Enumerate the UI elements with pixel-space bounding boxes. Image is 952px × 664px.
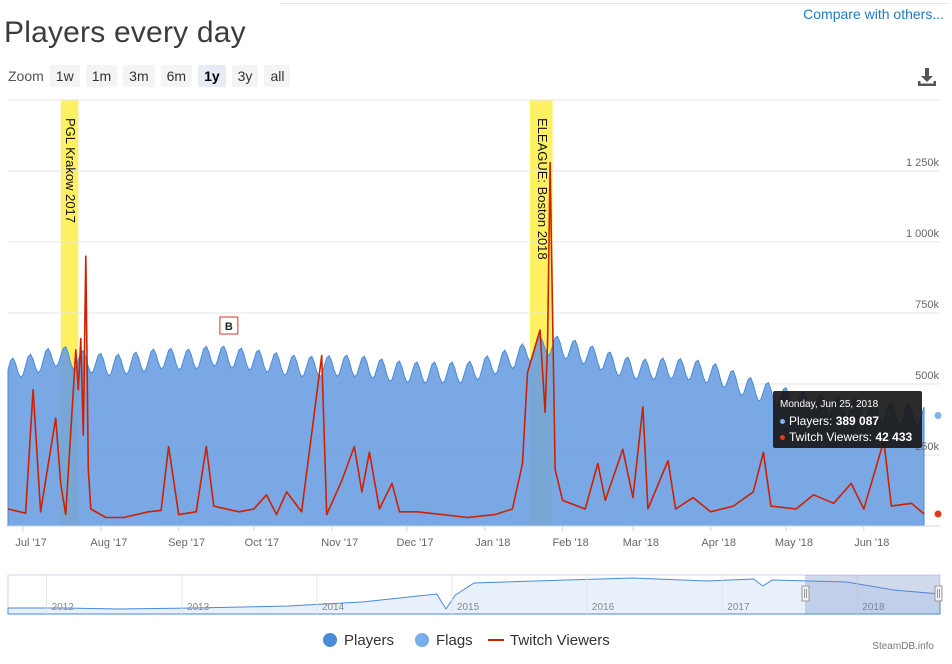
compare-with-others-link[interactable]: Compare with others...: [803, 6, 944, 22]
x-tick-label: Aug '17: [90, 537, 127, 549]
legend-marker-1: [415, 633, 429, 647]
event-band-labels: PGL Krakow 2017 ELEAGUE: Boston 2018: [63, 118, 550, 260]
tooltip-twitch-row: Twitch Viewers: 42 433: [780, 429, 922, 445]
navigator: 2012 2013 2014 2015 2016 2017 2018: [7, 574, 943, 615]
x-tick-label: Jan '18: [475, 537, 510, 549]
navigator-frame: [7, 574, 941, 615]
flag-label: B: [225, 321, 233, 333]
x-tick-label: Sep '17: [168, 537, 205, 549]
download-icon[interactable]: [916, 66, 938, 88]
navigator-selection: [805, 575, 940, 614]
legend-marker-0: [323, 633, 337, 647]
y-tick-label: 1 250k: [906, 157, 940, 169]
navigator-series: [7, 577, 941, 615]
x-tick-label: May '18: [775, 537, 813, 549]
chart-legend: Players Flags Twitch Viewers: [323, 632, 610, 649]
players-marker: [933, 410, 943, 420]
navigator-year-label: 2018: [862, 602, 885, 613]
twitch-marker: [933, 509, 943, 519]
navigator-year-label: 2014: [322, 602, 345, 613]
legend-label: Players: [344, 632, 394, 649]
legend-label: Twitch Viewers: [510, 632, 610, 649]
tooltip-players-value: 389 087: [835, 414, 880, 428]
twitch-series: [7, 161, 943, 519]
zoom-6m-button[interactable]: 6m: [160, 65, 193, 87]
x-tick-label: Mar '18: [623, 537, 659, 549]
x-tick-label: Jun '18: [854, 537, 889, 549]
steamdb-credit: SteamDB.info: [872, 641, 934, 652]
event-band-0: [60, 100, 79, 526]
tooltip-twitch-label: Twitch Viewers:: [789, 430, 873, 444]
event-band-1: [529, 100, 553, 526]
zoom-3y-button[interactable]: 3y: [231, 65, 259, 87]
zoom-1y-button[interactable]: 1y: [198, 65, 226, 87]
navigator-handle-1: [934, 585, 943, 602]
twitch-dot-icon: [780, 435, 785, 441]
zoom-1w-button[interactable]: 1w: [49, 65, 80, 87]
players-dot-icon: [780, 419, 785, 425]
y-tick-label: 500k: [915, 370, 939, 382]
y-tick-label: 1 000k: [906, 228, 940, 240]
event-bands: [60, 100, 553, 526]
x-tick-label: Nov '17: [321, 537, 358, 549]
navigator-year-label: 2017: [727, 602, 750, 613]
event-band-label: PGL Krakow 2017: [63, 118, 78, 223]
navigator-year-label: 2016: [592, 602, 615, 613]
x-tick-label: Jul '17: [15, 537, 46, 549]
flag-box: [219, 316, 239, 335]
navigator-year-label: 2013: [187, 602, 210, 613]
x-tick-label: Feb '18: [552, 537, 588, 549]
page-title: Players every day: [4, 16, 246, 49]
flags-series: B: [219, 316, 239, 335]
event-band-label: ELEAGUE: Boston 2018: [535, 118, 550, 260]
x-tick-label: Dec '17: [397, 537, 434, 549]
twitch-viewers-line: [7, 161, 925, 519]
chart-tooltip: Monday, Jun 25, 2018 Players: 389 087 Tw…: [773, 391, 922, 448]
tooltip-date: Monday, Jun 25, 2018: [780, 399, 879, 410]
navigator-year-label: 2012: [52, 602, 75, 613]
x-tick-label: Apr '18: [701, 537, 736, 549]
tooltip-players-row: Players: 389 087: [780, 413, 922, 429]
x-tick-label: Oct '17: [245, 537, 280, 549]
zoom-3m-button[interactable]: 3m: [123, 65, 155, 87]
zoom-1m-button[interactable]: 1m: [85, 65, 118, 87]
tooltip-players-label: Players:: [789, 414, 833, 428]
tooltip-twitch-value: 42 433: [875, 430, 913, 444]
header-divider: [280, 3, 948, 4]
zoom-controls: Zoom 1w 1m 3m 6m 1y 3y all: [8, 64, 296, 88]
zoom-label: Zoom: [8, 68, 44, 84]
navigator-year-label: 2015: [457, 602, 480, 613]
y-tick-label: 750k: [915, 299, 939, 311]
zoom-all-button[interactable]: all: [264, 65, 291, 87]
navigator-handle-0: [801, 585, 810, 602]
legend-label: Flags: [436, 632, 473, 649]
